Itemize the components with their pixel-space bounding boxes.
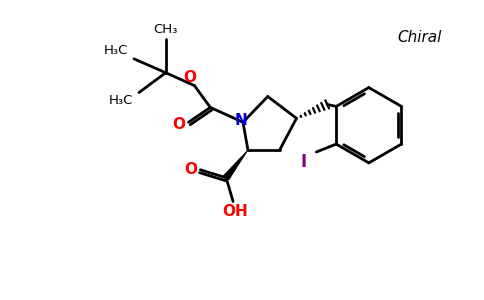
Text: H₃C: H₃C: [109, 94, 133, 107]
Text: N: N: [235, 113, 247, 128]
Text: O: O: [172, 117, 185, 132]
Text: OH: OH: [222, 204, 248, 219]
Text: Chiral: Chiral: [397, 30, 441, 45]
Polygon shape: [224, 150, 248, 180]
Text: H₃C: H₃C: [104, 44, 128, 57]
Text: O: O: [183, 70, 196, 85]
Text: O: O: [184, 162, 197, 177]
Text: CH₃: CH₃: [153, 22, 178, 36]
Text: I: I: [301, 153, 306, 171]
